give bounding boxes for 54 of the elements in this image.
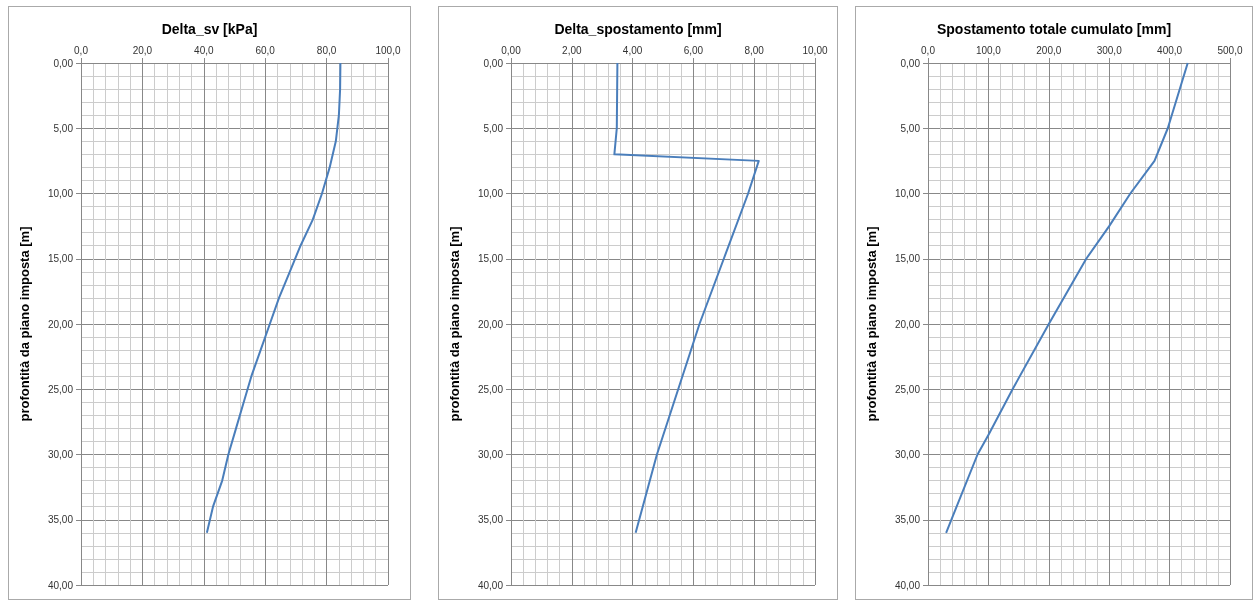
y-tick-label: 30,00	[477, 449, 504, 460]
x-tick-label: 0,00	[501, 44, 522, 56]
y-tick-label: 35,00	[477, 514, 504, 526]
x-tick-label: 20,0	[132, 44, 153, 56]
x-tick-label: 100,0	[975, 44, 1002, 56]
y-tick-label: 15,00	[477, 253, 504, 265]
x-tick-label: 10,00	[802, 44, 828, 56]
x-tick-label: 300,0	[1096, 44, 1123, 56]
y-tick-label: 0,00	[483, 57, 504, 69]
line-series	[205, 62, 342, 534]
y-tick-label: 40,00	[894, 579, 921, 591]
y-axis-title: profontità da piano imposta [m]	[17, 226, 32, 422]
x-tick-label: 2,00	[562, 44, 582, 56]
x-tick-label: 0,0	[74, 44, 89, 56]
x-tick-label: 100,0	[375, 44, 401, 56]
y-tick-label: 20,00	[894, 318, 921, 330]
y-tick-label: 10,00	[894, 188, 921, 199]
x-tick-label: 8,00	[744, 44, 765, 56]
x-tick-label: 4,00	[622, 44, 643, 56]
x-tick-label: 0,0	[921, 44, 936, 56]
y-axis-title: profontità da piano imposta [m]	[864, 226, 879, 422]
y-tick-label: 5,00	[900, 122, 921, 134]
y-tick-label: 20,00	[477, 318, 504, 330]
y-tick-label: 30,00	[47, 449, 74, 460]
y-tick-label: 30,00	[894, 449, 921, 460]
line-series	[945, 62, 1189, 534]
y-tick-label: 25,00	[477, 383, 504, 395]
y-tick-label: 25,00	[47, 383, 74, 395]
y-tick-label: 0,00	[53, 57, 74, 69]
x-tick-label: 500,0	[1217, 44, 1243, 56]
chart-title: Spostamento totale cumulato [mm]	[936, 21, 1172, 37]
x-tick-label: 60,0	[255, 44, 276, 56]
chart-title: Delta_spostamento [mm]	[554, 21, 722, 37]
y-tick-label: 40,00	[477, 579, 504, 591]
y-tick-label: 35,00	[894, 514, 921, 526]
line-series	[613, 62, 760, 534]
y-tick-label: 20,00	[47, 318, 74, 330]
x-tick-label: 6,00	[683, 44, 704, 56]
y-tick-label: 15,00	[894, 253, 921, 265]
y-axis-title: profontità da piano imposta [m]	[447, 226, 462, 422]
y-tick-label: 5,00	[483, 122, 504, 134]
y-tick-label: 40,00	[47, 579, 74, 591]
x-tick-label: 200,0	[1036, 44, 1062, 56]
x-tick-label: 80,0	[316, 44, 337, 56]
x-tick-label: 40,0	[194, 44, 214, 56]
y-tick-label: 10,00	[477, 188, 504, 199]
y-tick-label: 5,00	[53, 122, 74, 134]
y-tick-label: 0,00	[900, 57, 921, 69]
chart-title: Delta_sv [kPa]	[161, 21, 258, 37]
x-tick-label: 400,0	[1157, 44, 1183, 56]
y-tick-label: 35,00	[47, 514, 74, 526]
y-tick-label: 25,00	[894, 383, 921, 395]
y-tick-label: 15,00	[47, 253, 74, 265]
y-tick-label: 10,00	[47, 188, 74, 199]
